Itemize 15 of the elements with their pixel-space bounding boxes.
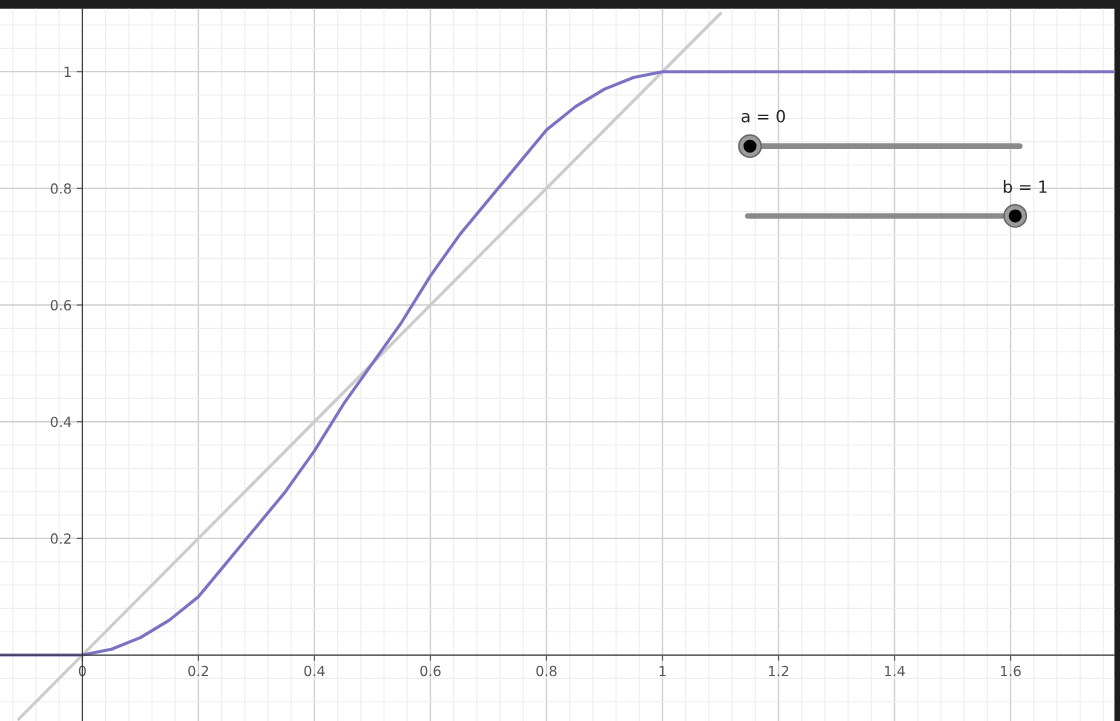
y-tick-label: 0.4 (50, 416, 72, 428)
y-tick-label: 0.6 (50, 299, 72, 311)
x-tick-label: 0.2 (188, 665, 209, 677)
x-tick-label: 1.2 (769, 665, 789, 677)
y-tick-label: 1 (64, 66, 71, 77)
x-tick-label: 1.6 (1001, 665, 1021, 677)
y-tick-label: 0.8 (50, 183, 72, 194)
x-tick-label: 0.8 (536, 665, 557, 677)
annotation: a = 0 (741, 109, 785, 123)
x-tick-label: 1 (659, 665, 666, 677)
x-tick-label: 0.6 (420, 665, 441, 677)
x-tick-label: 1.4 (885, 665, 905, 677)
y-tick-label: 0.2 (50, 533, 71, 544)
annotation: b = 1 (1003, 180, 1047, 193)
x-tick-label: 0.4 (304, 665, 325, 677)
